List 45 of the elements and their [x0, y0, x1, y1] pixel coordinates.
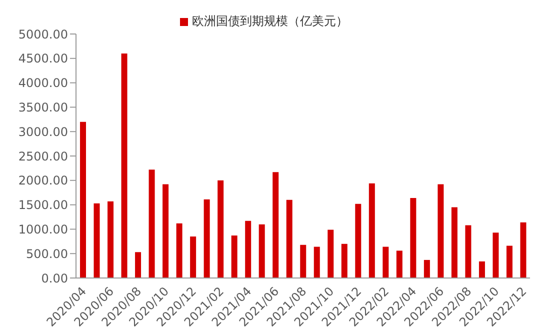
y-tick-label: 3500.00 [18, 100, 68, 114]
bar [258, 224, 265, 278]
bar [162, 184, 169, 278]
y-tick-label: 2500.00 [18, 149, 68, 164]
bar [94, 203, 100, 278]
y-tick-label: 5000.00 [18, 27, 68, 42]
bar [314, 246, 320, 278]
bar [520, 222, 526, 278]
bar [286, 200, 292, 278]
bar [245, 220, 252, 278]
bar [204, 199, 210, 278]
bar [506, 246, 512, 278]
bar [368, 183, 375, 278]
bar [328, 230, 334, 278]
bar [135, 252, 142, 278]
y-tick-label: 1500.00 [18, 198, 68, 212]
legend-label: 欧洲国债到期规模（亿美元） [192, 14, 348, 28]
bar [424, 260, 430, 278]
y-tick-label: 1000.00 [18, 222, 68, 236]
bar [190, 236, 196, 278]
bar [218, 180, 224, 278]
bar [272, 172, 279, 278]
bar [121, 54, 128, 278]
bar [465, 225, 472, 278]
bar [300, 244, 306, 278]
bar [80, 122, 86, 278]
y-tick-label: 4000.00 [18, 76, 68, 90]
bar [355, 204, 362, 278]
bar [396, 250, 402, 278]
bar [341, 244, 348, 278]
bar [176, 223, 182, 278]
y-tick-label: 4500.00 [18, 52, 68, 66]
bar [108, 201, 114, 278]
y-tick-label: 2000.00 [18, 174, 68, 188]
bar [231, 236, 238, 278]
bar [451, 207, 458, 278]
bar [148, 170, 155, 278]
y-tick-label: 0.00 [41, 271, 68, 286]
bar [438, 184, 444, 278]
bar [410, 198, 416, 278]
bar [382, 246, 389, 278]
y-tick-label: 3000.00 [18, 124, 68, 139]
bar [478, 261, 485, 278]
bar [492, 232, 499, 278]
y-tick-label: 500.00 [26, 246, 68, 261]
